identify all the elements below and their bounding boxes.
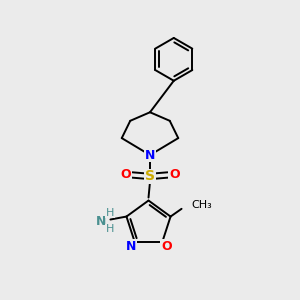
Text: N: N bbox=[125, 239, 136, 253]
Text: O: O bbox=[161, 239, 172, 253]
Text: O: O bbox=[120, 169, 131, 182]
Text: O: O bbox=[169, 169, 180, 182]
Text: N: N bbox=[145, 148, 155, 162]
Text: H: H bbox=[106, 224, 114, 234]
Text: S: S bbox=[145, 169, 155, 184]
Text: CH₃: CH₃ bbox=[191, 200, 212, 210]
Text: N: N bbox=[96, 214, 107, 227]
Text: H: H bbox=[106, 208, 114, 218]
